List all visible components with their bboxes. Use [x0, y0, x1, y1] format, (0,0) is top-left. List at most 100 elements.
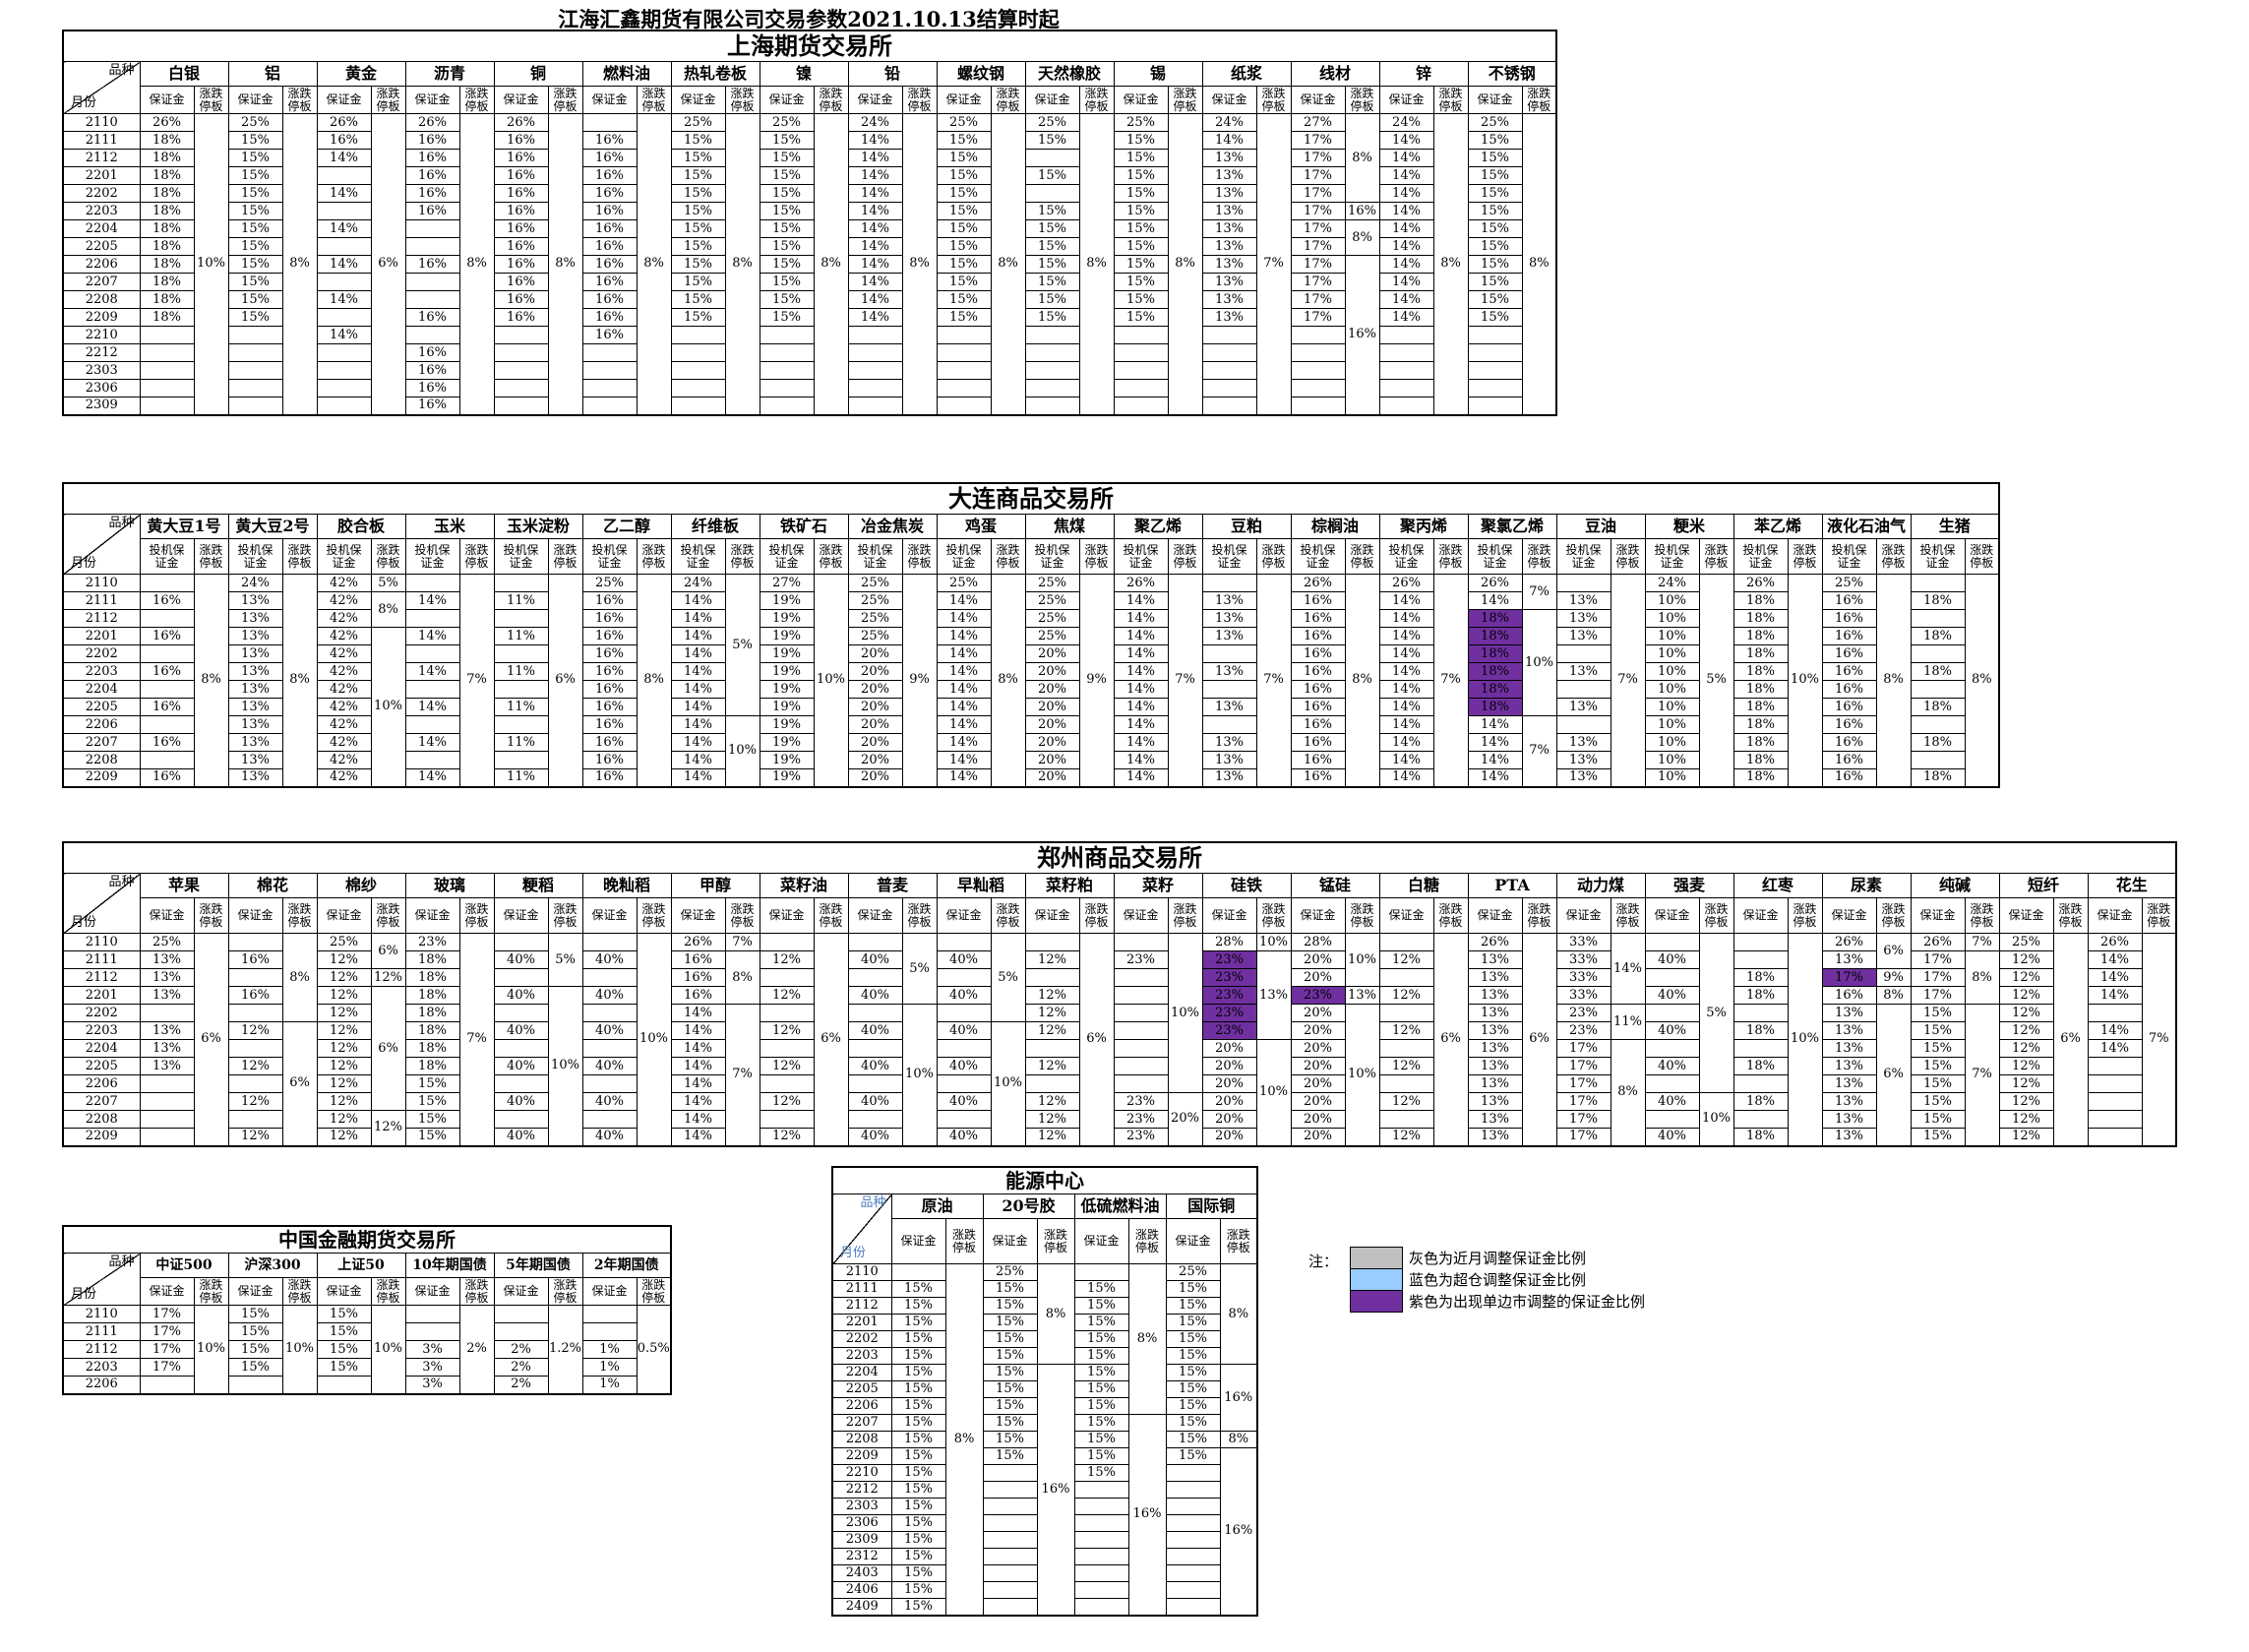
margin-cell: 14%: [936, 768, 992, 787]
limit-cell: 10%: [813, 574, 849, 787]
margin-cell: 18%: [139, 202, 195, 220]
month-cell: 2212: [831, 1481, 892, 1499]
margin-cell: 14%: [670, 1021, 726, 1040]
margin-cell: 14%: [1378, 751, 1434, 769]
margin-cell: 18%: [1732, 968, 1789, 987]
margin-cell: [1165, 1498, 1221, 1515]
margin-cell: 19%: [759, 715, 815, 734]
limit-cell: 9%: [901, 574, 938, 787]
limit-subheader: 涨跌 停板: [1610, 538, 1646, 575]
margin-cell: 17%: [1290, 273, 1346, 291]
margin-subheader: 保证金: [227, 897, 283, 934]
margin-cell: 14%: [1113, 715, 1169, 734]
margin-cell: 15%: [1165, 1397, 1221, 1415]
product-header: 花生: [2087, 873, 2177, 898]
limit-subheader: 涨跌 停板: [281, 1277, 318, 1306]
margin-cell: 25%: [847, 609, 903, 628]
limit-subheader: 涨跌 停板: [370, 86, 406, 114]
margin-cell: 20%: [1290, 1092, 1346, 1111]
limit-subheader: 涨跌 停板: [281, 897, 318, 934]
month-cell: 2208: [62, 751, 141, 769]
margin-cell: 42%: [316, 574, 372, 592]
margin-cell: 15%: [1165, 1431, 1221, 1448]
limit-cell: 6%: [1078, 933, 1115, 1146]
product-header: 10年期国债: [404, 1253, 495, 1278]
margin-cell: [227, 326, 283, 344]
limit-subheader: 涨跌 停板: [990, 897, 1026, 934]
margin-cell: 15%: [227, 273, 283, 291]
limit-subheader: 涨跌 停板: [1964, 897, 2000, 934]
limit-subheader: 涨跌 停板: [2141, 897, 2177, 934]
margin-cell: [1378, 968, 1434, 987]
margin-cell: 16%: [227, 986, 283, 1005]
margin-cell: 16%: [1821, 715, 1877, 734]
margin-cell: 10%: [1644, 662, 1700, 681]
margin-cell: 16%: [581, 751, 638, 769]
limit-subheader: 涨跌 停板: [547, 1277, 583, 1306]
margin-cell: 18%: [1732, 1092, 1789, 1111]
product-header: 生猪: [1910, 514, 2000, 539]
limit-cell: 7%: [1964, 1004, 2000, 1146]
margin-cell: [581, 968, 638, 987]
margin-cell: 20%: [1290, 950, 1346, 969]
margin-cell: [847, 1074, 903, 1093]
limit-cell: 10%: [636, 933, 672, 1146]
margin-cell: 14%: [670, 1057, 726, 1075]
margin-subheader: 保证金: [404, 897, 460, 934]
margin-subheader: 保证金: [581, 1277, 638, 1306]
margin-cell: 20%: [847, 715, 903, 734]
margin-cell: 40%: [1644, 1057, 1700, 1075]
margin-cell: 40%: [936, 1021, 992, 1040]
exchange-title: 大连商品交易所: [62, 482, 2000, 515]
margin-cell: 15%: [1073, 1380, 1129, 1398]
limit-subheader: 涨跌 停板: [901, 538, 938, 575]
margin-cell: [1378, 1004, 1434, 1022]
margin-cell: 12%: [227, 1092, 283, 1111]
margin-cell: [759, 361, 815, 380]
margin-cell: [759, 1039, 815, 1058]
margin-cell: 13%: [1467, 1039, 1523, 1058]
margin-cell: 14%: [1467, 733, 1523, 752]
month-cell: 2212: [62, 343, 141, 362]
margin-cell: 14%: [2087, 1039, 2143, 1058]
margin-cell: 15%: [227, 219, 283, 238]
margin-cell: [1113, 1057, 1169, 1075]
limit-subheader: 涨跌 停板: [193, 897, 229, 934]
margin-cell: 12%: [227, 1128, 283, 1146]
exchange-title: 郑州商品交易所: [62, 841, 2177, 874]
margin-cell: 18%: [1467, 680, 1523, 699]
margin-cell: 15%: [670, 308, 726, 327]
margin-cell: 14%: [2087, 1021, 2143, 1040]
margin-cell: [847, 379, 903, 398]
limit-subheader: 涨跌 停板: [724, 897, 760, 934]
margin-cell: 13%: [1467, 986, 1523, 1005]
margin-subheader: 投机保 证金: [139, 538, 195, 575]
margin-cell: 13%: [227, 627, 283, 645]
limit-cell: 8%: [1875, 986, 1912, 1005]
margin-cell: 42%: [316, 644, 372, 663]
margin-cell: 24%: [1644, 574, 1700, 592]
month-cell: 2309: [62, 397, 141, 415]
margin-cell: 17%: [139, 1358, 195, 1377]
margin-cell: 16%: [670, 968, 726, 987]
margin-cell: 15%: [1467, 237, 1523, 256]
margin-cell: [1113, 397, 1169, 415]
margin-cell: 12%: [1998, 1057, 2054, 1075]
limit-cell: 8%: [1127, 1263, 1167, 1415]
margin-cell: [759, 968, 815, 987]
margin-cell: 14%: [316, 290, 372, 309]
margin-cell: [1024, 968, 1080, 987]
margin-cell: [227, 361, 283, 380]
product-header: 液化石油气: [1821, 514, 1912, 539]
margin-cell: 42%: [316, 715, 372, 734]
margin-cell: 16%: [1290, 698, 1346, 716]
limit-cell: 6%: [281, 1021, 318, 1146]
margin-cell: [1073, 1498, 1129, 1515]
margin-cell: 16%: [581, 680, 638, 699]
margin-cell: [1024, 1074, 1080, 1093]
limit-subheader: 涨跌 停板: [1078, 897, 1115, 934]
limit-cell: 5%: [370, 574, 406, 592]
margin-cell: 25%: [1113, 113, 1169, 132]
margin-cell: 14%: [1113, 680, 1169, 699]
limit-subheader: 涨跌 停板: [1521, 897, 1557, 934]
